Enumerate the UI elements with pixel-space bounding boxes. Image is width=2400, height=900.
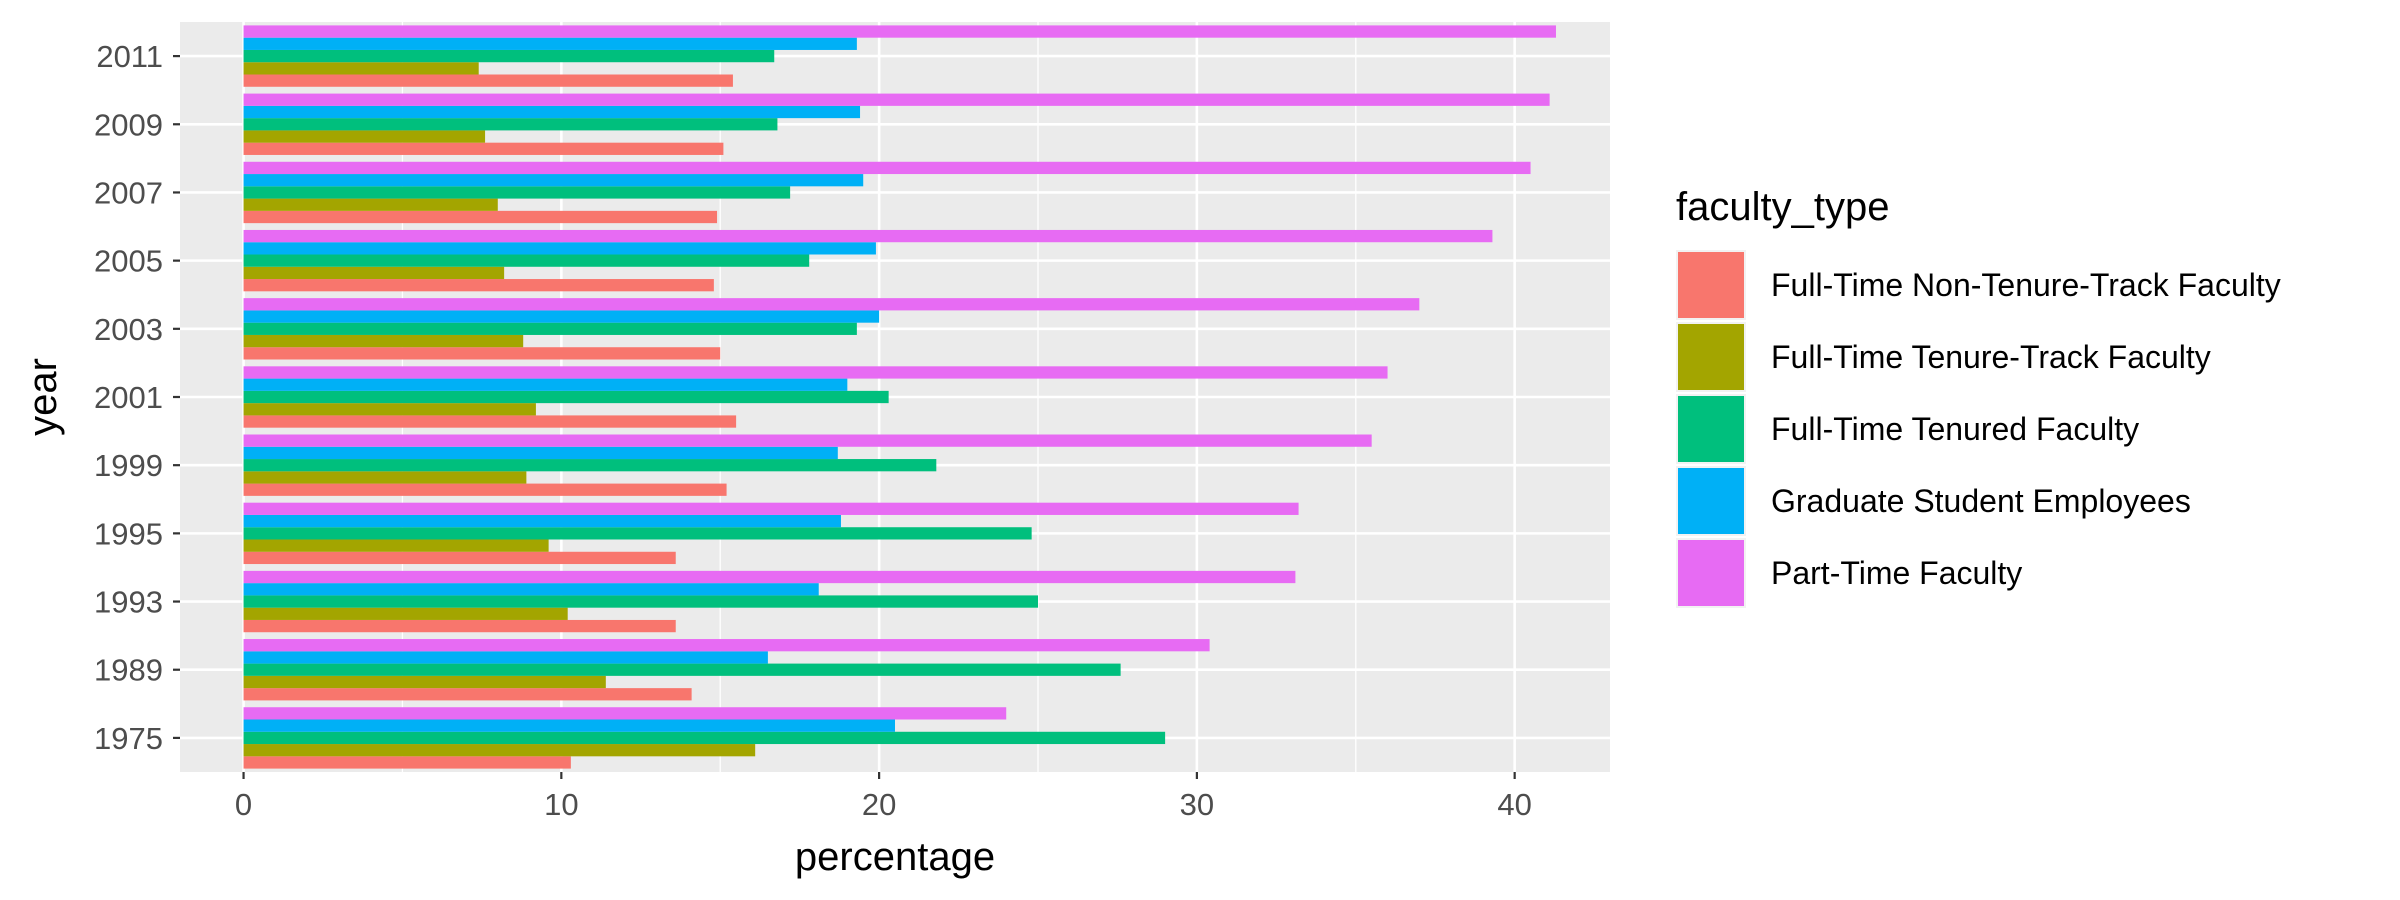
bars (243, 25, 1556, 769)
bar (243, 731, 1166, 745)
bar (243, 298, 1420, 311)
legend-key (1678, 468, 1744, 534)
bar (243, 242, 876, 255)
bar (243, 570, 1296, 584)
bar (243, 347, 721, 360)
bar (243, 471, 527, 484)
bar (243, 334, 524, 348)
y-tick-label: 1989 (94, 653, 163, 688)
y-axis: 1975 1989 1993 1995 1999 2001 2003 2005 2007 2009… (94, 39, 180, 756)
bar (243, 49, 775, 63)
bar (243, 527, 1032, 540)
bar (243, 583, 819, 596)
legend-key (1678, 396, 1744, 462)
legend-label: Full-Time Non-Tenure-Track Faculty (1771, 267, 2281, 303)
bar (243, 551, 676, 565)
bar (243, 502, 1299, 515)
bar (243, 266, 505, 280)
bar (243, 198, 498, 211)
bar (243, 639, 1210, 652)
bar (243, 378, 848, 391)
legend: faculty_type Full-Time Non-Tenure-Track … (1676, 185, 2281, 608)
legend-title: faculty_type (1676, 185, 1889, 229)
x-tick-label: 30 (1180, 787, 1214, 822)
bar (243, 707, 1007, 720)
y-tick-label: 2011 (96, 39, 163, 74)
x-axis-title: percentage (795, 835, 995, 879)
bar (243, 663, 1121, 676)
legend-label: Graduate Student Employees (1771, 483, 2191, 519)
bar (243, 619, 676, 633)
bar (243, 390, 889, 404)
bar (243, 675, 606, 689)
x-axis: 0 10 20 30 40 (235, 772, 1532, 822)
bar (243, 607, 568, 620)
bar (243, 186, 791, 199)
bar (243, 93, 1550, 106)
bar (243, 105, 861, 119)
bar (243, 688, 692, 701)
bar (243, 539, 549, 552)
bar (243, 229, 1493, 243)
legend-key (1678, 540, 1744, 606)
y-tick-label: 2001 (94, 380, 163, 415)
bar (243, 744, 756, 757)
bar (243, 483, 727, 496)
x-tick-label: 10 (544, 787, 578, 822)
legend-label: Part-Time Faculty (1771, 555, 2022, 591)
legend-key (1678, 252, 1744, 318)
bar (243, 434, 1372, 447)
bar (243, 118, 778, 131)
y-tick-label: 2007 (94, 175, 163, 210)
legend-key (1678, 324, 1744, 390)
x-tick-label: 40 (1497, 787, 1531, 822)
bar (243, 174, 864, 187)
bar (243, 62, 479, 75)
bar (243, 514, 841, 528)
bar (243, 403, 536, 416)
bar (243, 322, 857, 335)
bar (243, 719, 896, 732)
x-tick-label: 20 (862, 787, 896, 822)
bar (243, 279, 714, 292)
bar (243, 254, 810, 267)
y-tick-label: 2003 (94, 312, 163, 347)
y-tick-label: 1999 (94, 448, 163, 483)
bar (243, 210, 718, 224)
bar (243, 25, 1556, 38)
bar (243, 595, 1039, 608)
bar (243, 459, 937, 472)
y-tick-label: 2009 (94, 107, 163, 142)
bar (243, 142, 724, 155)
bar (243, 446, 838, 460)
bar (243, 415, 737, 428)
y-tick-label: 1993 (94, 585, 163, 620)
bar (243, 74, 733, 87)
bar (243, 161, 1531, 175)
legend-label: Full-Time Tenure-Track Faculty (1771, 339, 2211, 375)
bar (243, 37, 857, 50)
y-axis-title: year (21, 358, 65, 436)
x-tick-label: 0 (235, 787, 252, 822)
bar (243, 651, 768, 664)
bar (243, 310, 880, 323)
bar (243, 366, 1388, 379)
y-tick-label: 1975 (94, 721, 163, 756)
bar (243, 756, 571, 769)
bar (243, 130, 486, 143)
legend-label: Full-Time Tenured Faculty (1771, 411, 2139, 447)
y-tick-label: 2005 (94, 244, 163, 279)
y-tick-label: 1995 (94, 516, 163, 551)
